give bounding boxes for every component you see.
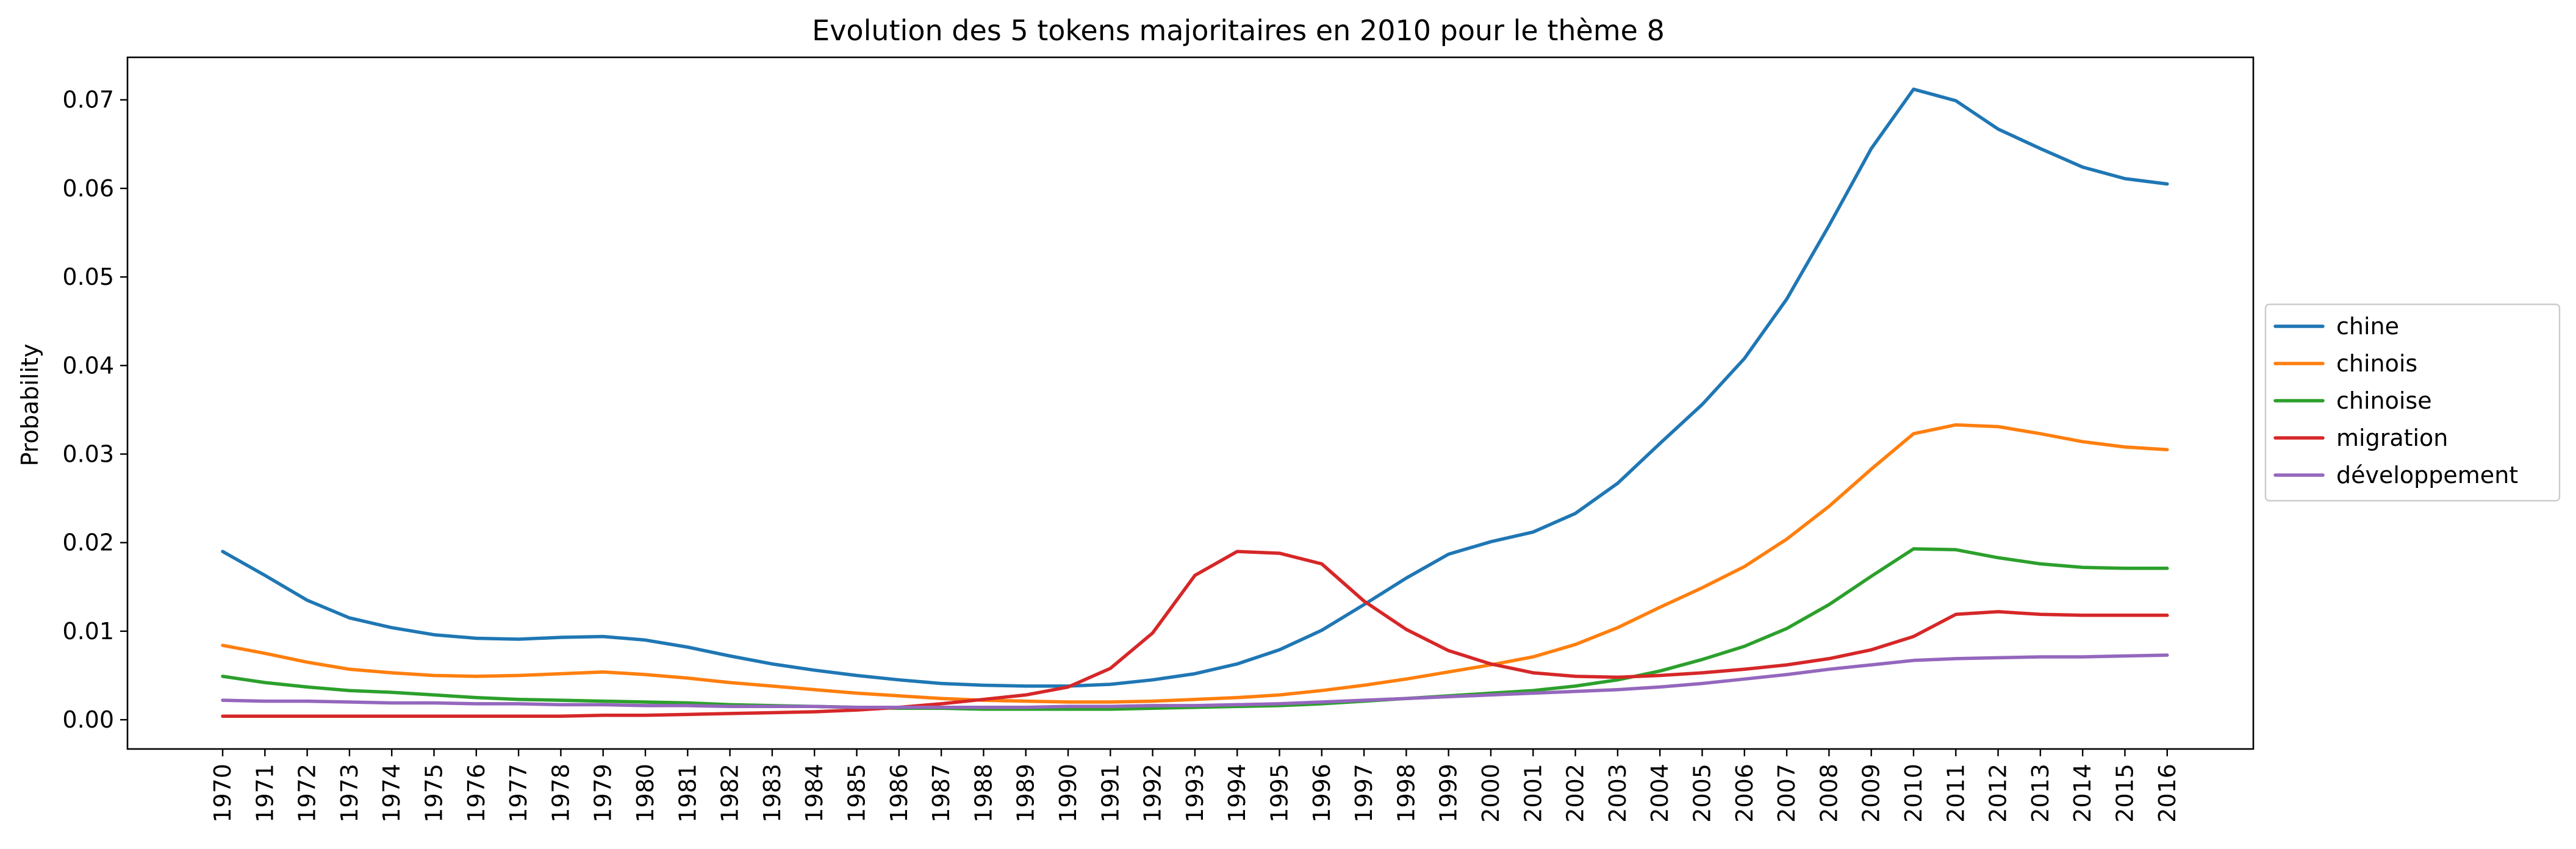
chart-title: Evolution des 5 tokens majoritaires en 2… [812, 14, 1665, 47]
x-tick-label: 1978 [547, 764, 574, 823]
x-tick-label: 2006 [1731, 764, 1758, 823]
x-tick-label: 1981 [674, 764, 701, 823]
y-tick-label: 0.04 [62, 352, 114, 379]
x-tick-label: 2014 [2069, 764, 2096, 823]
y-tick-label: 0.07 [62, 87, 114, 113]
x-tick-label: 2016 [2154, 764, 2181, 823]
y-tick-label: 0.05 [62, 263, 114, 290]
x-tick-label: 2002 [1562, 764, 1589, 823]
legend-frame [2264, 303, 2561, 502]
x-tick-label: 2005 [1689, 764, 1716, 823]
x-tick-label: 1983 [759, 764, 786, 823]
x-tick-label: 1990 [1055, 764, 1082, 823]
x-tick-label: 1992 [1139, 764, 1166, 823]
plot-frame [126, 56, 2255, 750]
x-tick-label: 1995 [1266, 764, 1293, 823]
x-tick-label: 1976 [463, 764, 490, 823]
series-line-5 [221, 653, 2169, 709]
series-line-3 [221, 547, 2169, 711]
legend-entry: chinoise [2336, 387, 2432, 414]
x-tick-label: 2001 [1519, 764, 1546, 823]
x-tick-label: 1986 [886, 764, 913, 823]
series-line-1 [221, 87, 2169, 688]
y-tick-label: 0.06 [62, 175, 114, 202]
legend-entry: chinois [2336, 350, 2417, 377]
legend: chine chinois chinoise migration développeme… [2264, 303, 2561, 502]
y-tick-label: 0.03 [62, 440, 114, 467]
x-tick-label: 1988 [970, 764, 997, 823]
x-tick-label: 1982 [717, 764, 744, 823]
x-tick-label: 1984 [801, 764, 828, 823]
y-tick-label: 0.00 [62, 706, 114, 733]
x-tick-label: 2011 [1942, 764, 1969, 823]
x-tick-label: 2015 [2112, 764, 2139, 823]
legend-entry: migration [2336, 424, 2448, 451]
x-tick-label: 1998 [1393, 764, 1419, 823]
x-tick-label: 1994 [1224, 764, 1250, 823]
series-line-4 [221, 550, 2169, 718]
x-tick-label: 1971 [251, 764, 278, 823]
x-tick-label: 1973 [336, 764, 363, 823]
x-tick-label: 1991 [1097, 764, 1124, 823]
x-tick-label: 1989 [1013, 764, 1039, 823]
y-axis: 0.00 0.01 0.02 0.03 0.04 0.05 0.06 0.07 [62, 87, 127, 733]
plot-area: 0.000.010.020.030.040.050.060.07 1970 197… [62, 56, 2255, 823]
x-tick-label: 2007 [1773, 764, 1800, 823]
x-tick-label: 2004 [1646, 764, 1673, 823]
x-tick-label: 1999 [1435, 764, 1462, 823]
x-tick-label: 1974 [378, 764, 405, 823]
x-tick-label: 2009 [1858, 764, 1885, 823]
legend-entry: développement [2336, 462, 2518, 489]
x-tick-label: 2008 [1815, 764, 1842, 823]
x-tick-label: 1975 [421, 764, 448, 823]
x-tick-label: 2013 [2027, 764, 2054, 823]
x-tick-label: 1993 [1182, 764, 1208, 823]
series-lines [221, 87, 2169, 718]
x-tick-label: 1972 [294, 764, 321, 823]
x-tick-label: 1987 [928, 764, 955, 823]
y-tick-label: 0.02 [62, 529, 114, 556]
x-axis: 1970 1971 1972 1973 1974 1975 1976 1977 1978 1979… [209, 749, 2181, 823]
x-tick-label: 1996 [1308, 764, 1335, 823]
x-tick-label: 2012 [1985, 764, 2012, 823]
x-tick-label: 2000 [1477, 764, 1504, 823]
legend-entry: chine [2336, 313, 2399, 340]
x-tick-label: 2003 [1604, 764, 1631, 823]
x-tick-label: 2010 [1900, 764, 1927, 823]
x-tick-label: 1977 [505, 764, 532, 823]
x-tick-label: 1985 [844, 764, 870, 823]
x-tick-label: 1997 [1351, 764, 1377, 823]
x-tick-label: 1970 [209, 764, 236, 823]
y-axis-label: Probability [16, 344, 43, 467]
series-line-2 [221, 423, 2169, 704]
x-tick-label: 1980 [632, 764, 659, 823]
x-tick-label: 1979 [590, 764, 617, 823]
y-tick-label: 0.01 [62, 618, 114, 645]
